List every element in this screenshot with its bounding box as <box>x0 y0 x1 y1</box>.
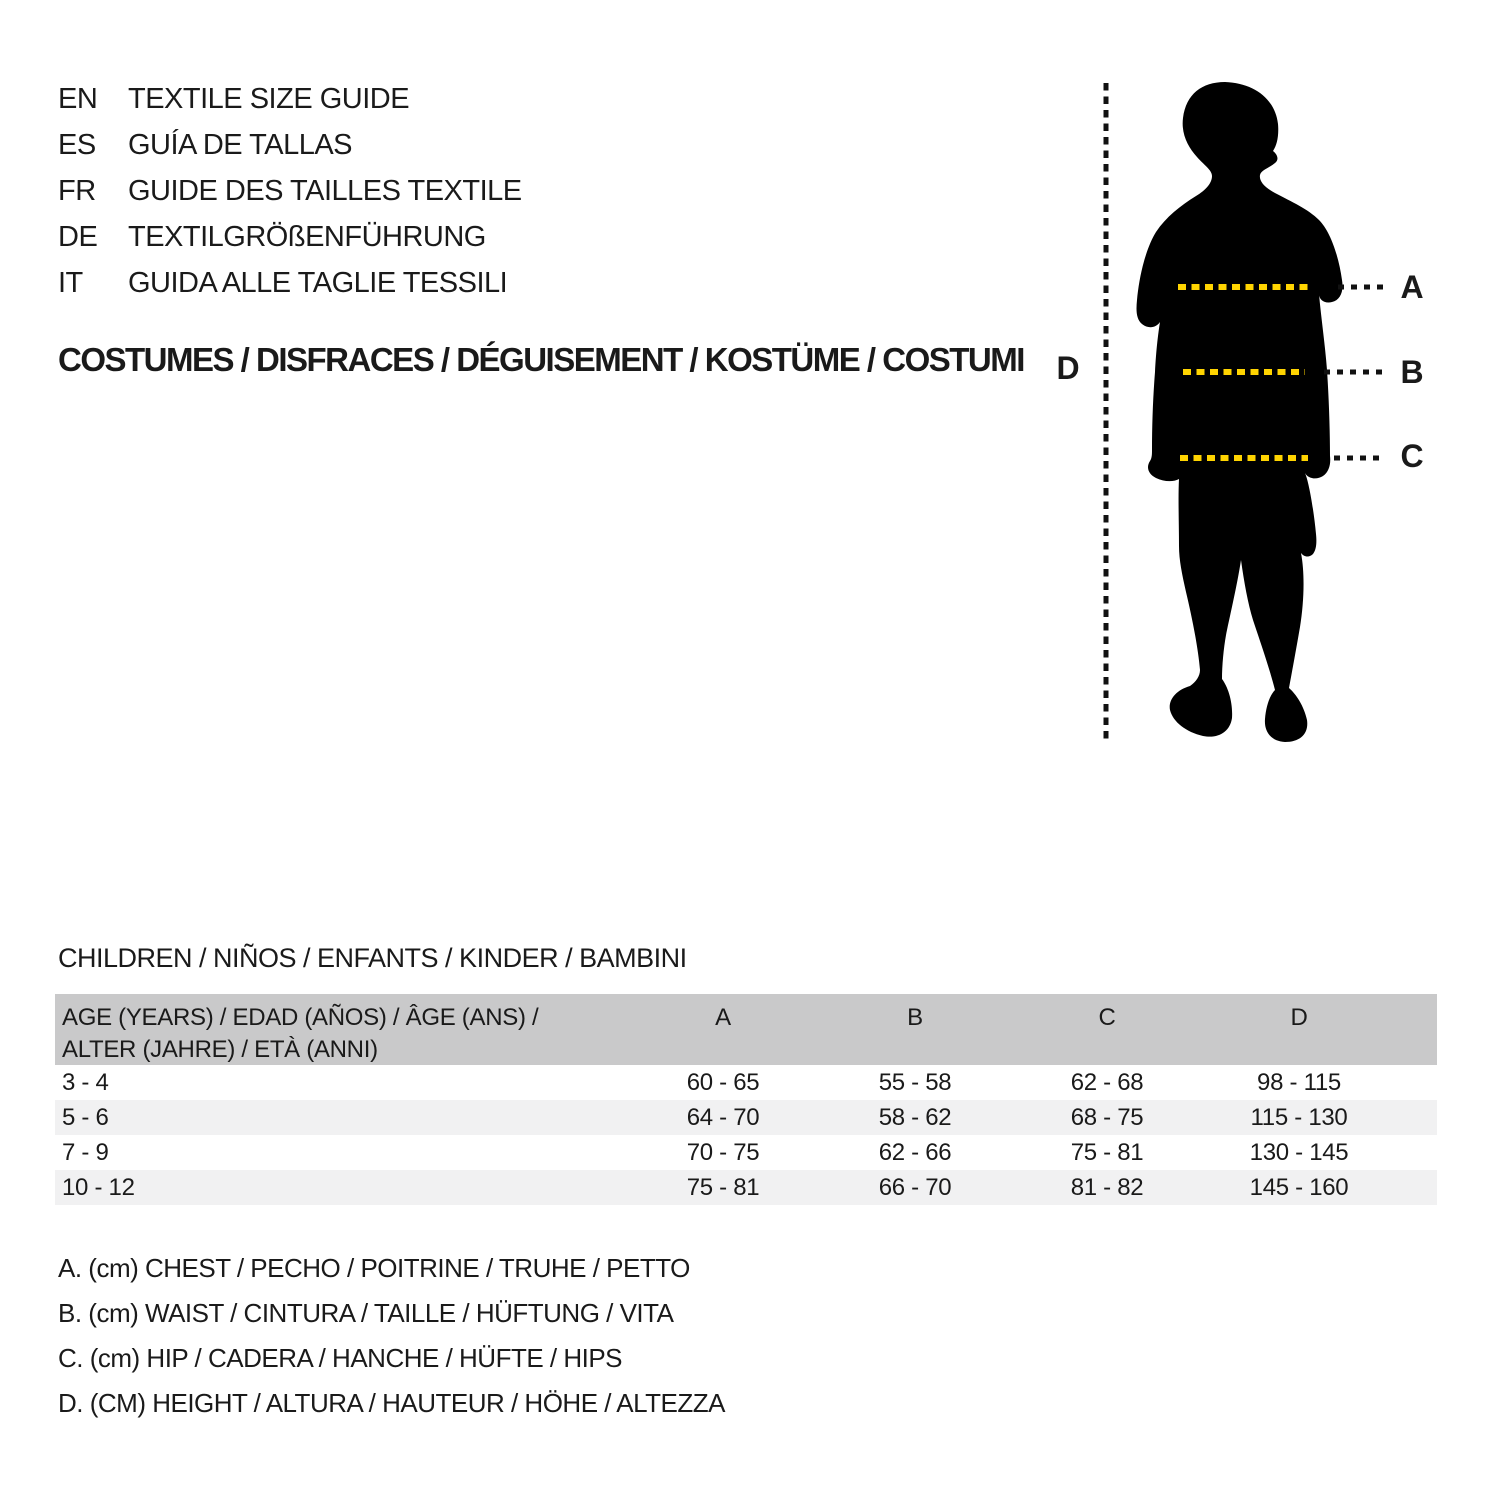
language-row-it: IT GUIDA ALLE TAGLIE TESSILI <box>58 260 522 306</box>
table-row: 7 - 9 70 - 75 62 - 66 75 - 81 130 - 145 <box>55 1135 1437 1170</box>
height-label: D <box>1056 350 1080 386</box>
size-table-header: AGE (YEARS) / EDAD (AÑOS) / ÂGE (ANS) / … <box>55 994 1437 1065</box>
legend-waist: B. (cm) WAIST / CINTURA / TAILLE / HÜFTU… <box>58 1298 674 1328</box>
language-row-es: ES GUÍA DE TALLAS <box>58 122 522 168</box>
language-list: EN TEXTILE SIZE GUIDE ES GUÍA DE TALLAS … <box>58 76 522 306</box>
column-header-c: C <box>1098 1004 1116 1031</box>
hip-cell: 75 - 81 <box>1070 1138 1144 1166</box>
column-header-d: D <box>1290 1004 1308 1031</box>
height-cell: 98 - 115 <box>1257 1068 1341 1096</box>
legend-height: D. (CM) HEIGHT / ALTURA / HAUTEUR / HÖHE… <box>58 1388 725 1418</box>
hip-cell: 68 - 75 <box>1070 1103 1144 1131</box>
hip-cell: 62 - 68 <box>1070 1068 1144 1096</box>
language-label: GUIDE DES TAILLES TEXTILE <box>128 174 522 207</box>
language-row-fr: FR GUIDE DES TAILLES TEXTILE <box>58 168 522 214</box>
language-code: FR <box>58 174 96 207</box>
waist-cell: 55 - 58 <box>878 1068 952 1096</box>
section-title-children: CHILDREN / NIÑOS / ENFANTS / KINDER / BA… <box>58 943 687 973</box>
legend-chest: A. (cm) CHEST / PECHO / POITRINE / TRUHE… <box>58 1253 690 1283</box>
language-row-en: EN TEXTILE SIZE GUIDE <box>58 76 522 122</box>
child-silhouette <box>1136 82 1343 742</box>
age-header-line2: ALTER (JAHRE) / ETÀ (ANNI) <box>62 1036 378 1063</box>
chest-cell: 75 - 81 <box>686 1173 760 1201</box>
waist-cell: 58 - 62 <box>878 1103 952 1131</box>
waist-cell: 66 - 70 <box>878 1173 952 1201</box>
language-code: EN <box>58 82 98 115</box>
age-column-header: AGE (YEARS) / EDAD (AÑOS) / ÂGE (ANS) / … <box>55 994 627 1066</box>
age-cell: 10 - 12 <box>62 1173 135 1201</box>
chest-cell: 70 - 75 <box>686 1138 760 1166</box>
language-code: IT <box>58 266 83 299</box>
chest-label: A <box>1400 269 1424 305</box>
hip-cell: 81 - 82 <box>1070 1173 1144 1201</box>
chest-cell: 64 - 70 <box>686 1103 760 1131</box>
measurement-figure-graphic <box>1103 82 1386 742</box>
waist-label: B <box>1400 354 1424 390</box>
table-row: 10 - 12 75 - 81 66 - 70 81 - 82 145 - 16… <box>55 1170 1437 1205</box>
category-title: COSTUMES / DISFRACES / DÉGUISEMENT / KOS… <box>58 341 1025 378</box>
size-table: AGE (YEARS) / EDAD (AÑOS) / ÂGE (ANS) / … <box>55 994 1437 1205</box>
chest-cell: 60 - 65 <box>686 1068 760 1096</box>
height-cell: 130 - 145 <box>1249 1138 1349 1166</box>
legend-hip: C. (cm) HIP / CADERA / HANCHE / HÜFTE / … <box>58 1343 623 1373</box>
measurement-legend: A. (cm) CHEST / PECHO / POITRINE / TRUHE… <box>58 1246 725 1426</box>
column-header-a: A <box>715 1004 731 1031</box>
table-row: 3 - 4 60 - 65 55 - 58 62 - 68 98 - 115 <box>55 1065 1437 1100</box>
measurement-figure: A B C D <box>1040 60 1501 760</box>
age-cell: 3 - 4 <box>62 1068 109 1096</box>
column-header-b: B <box>907 1004 923 1031</box>
age-cell: 5 - 6 <box>62 1103 109 1131</box>
waist-cell: 62 - 66 <box>878 1138 952 1166</box>
height-cell: 145 - 160 <box>1249 1173 1349 1201</box>
age-header-line1: AGE (YEARS) / EDAD (AÑOS) / ÂGE (ANS) / <box>62 1004 539 1031</box>
language-label: TEXTILE SIZE GUIDE <box>128 82 410 115</box>
language-label: TEXTILGRÖßENFÜHRUNG <box>128 220 486 253</box>
hip-label: C <box>1400 438 1424 474</box>
language-code: DE <box>58 220 98 253</box>
language-row-de: DE TEXTILGRÖßENFÜHRUNG <box>58 214 522 260</box>
table-row: 5 - 6 64 - 70 58 - 62 68 - 75 115 - 130 <box>55 1100 1437 1135</box>
language-label: GUIDA ALLE TAGLIE TESSILI <box>128 266 508 299</box>
age-cell: 7 - 9 <box>62 1138 109 1166</box>
language-code: ES <box>58 128 96 161</box>
height-cell: 115 - 130 <box>1250 1103 1348 1131</box>
language-label: GUÍA DE TALLAS <box>128 128 353 161</box>
